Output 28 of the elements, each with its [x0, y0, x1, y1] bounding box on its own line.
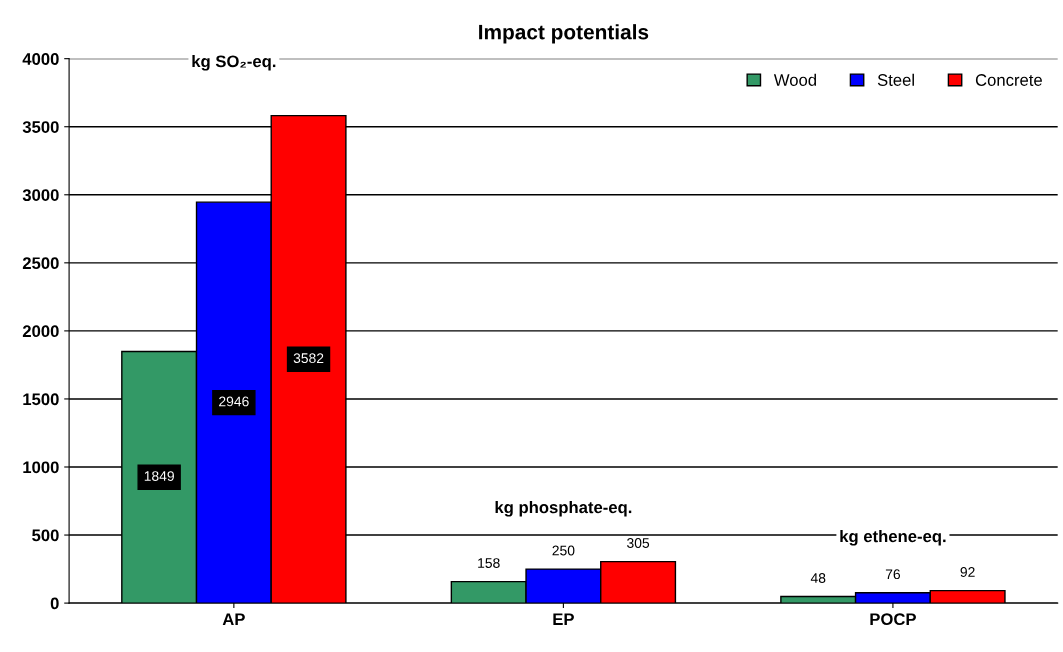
legend-label: Concrete: [975, 74, 1042, 86]
y-tick-label: 2500: [22, 257, 59, 270]
data-label: 76: [885, 569, 901, 580]
y-tick-label: 0: [50, 597, 59, 610]
annotation: kg phosphate-eq.: [495, 501, 632, 517]
annotation: kg ethene-eq.: [840, 530, 946, 546]
y-tick-label: 2000: [22, 325, 59, 338]
chart-title: Impact potentials: [479, 24, 649, 44]
y-tick-label: 3000: [22, 189, 59, 202]
y-tick-label: 3500: [22, 121, 59, 133]
annotation: kg SO₂-eq.: [192, 54, 276, 71]
y-tick-label: 4000: [22, 53, 59, 65]
data-label: 250: [552, 545, 575, 556]
y-tick-label: 500: [32, 529, 59, 542]
data-label: 48: [810, 573, 826, 583]
x-tick-label: EP: [553, 613, 574, 625]
data-label: 92: [960, 567, 975, 577]
x-tick-label: POCP: [870, 613, 916, 626]
y-tick-label: 1500: [23, 393, 59, 406]
data-label: 305: [627, 538, 650, 548]
legend-label: Wood: [773, 73, 816, 86]
data-label: 158: [478, 558, 500, 568]
data-label: 3582: [293, 353, 324, 364]
x-tick-label: AP: [222, 613, 245, 625]
data-label: 2946: [219, 396, 249, 407]
legend-label: Steel: [877, 73, 914, 86]
data-label: 1849: [144, 471, 174, 481]
y-tick-label: 1000: [23, 461, 59, 474]
